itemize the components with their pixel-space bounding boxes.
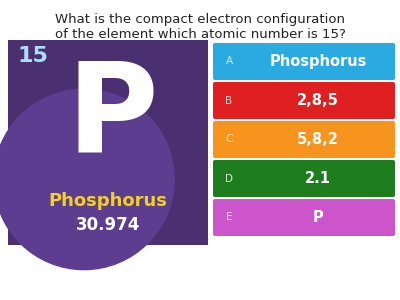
Text: P: P [66,57,158,178]
FancyBboxPatch shape [213,121,395,158]
Text: of the element which atomic number is 15?: of the element which atomic number is 15… [54,28,346,41]
Text: D: D [225,173,233,184]
Text: A: A [226,56,232,67]
Text: 5,8,2: 5,8,2 [297,132,339,147]
Text: Phosphorus: Phosphorus [270,54,367,69]
FancyBboxPatch shape [213,199,395,236]
Text: P: P [313,210,324,225]
Text: 15: 15 [18,46,49,66]
FancyBboxPatch shape [213,82,395,119]
Text: 30.974: 30.974 [76,216,140,234]
FancyBboxPatch shape [8,40,208,245]
Text: What is the compact electron configuration: What is the compact electron configurati… [55,13,345,26]
Text: C: C [225,134,233,145]
FancyBboxPatch shape [213,160,395,197]
Text: E: E [226,212,232,223]
Text: B: B [226,95,232,106]
Text: 2,8,5: 2,8,5 [297,93,339,108]
FancyBboxPatch shape [213,43,395,80]
Text: 2.1: 2.1 [305,171,331,186]
Circle shape [0,89,174,270]
Text: Phosphorus: Phosphorus [48,192,168,210]
